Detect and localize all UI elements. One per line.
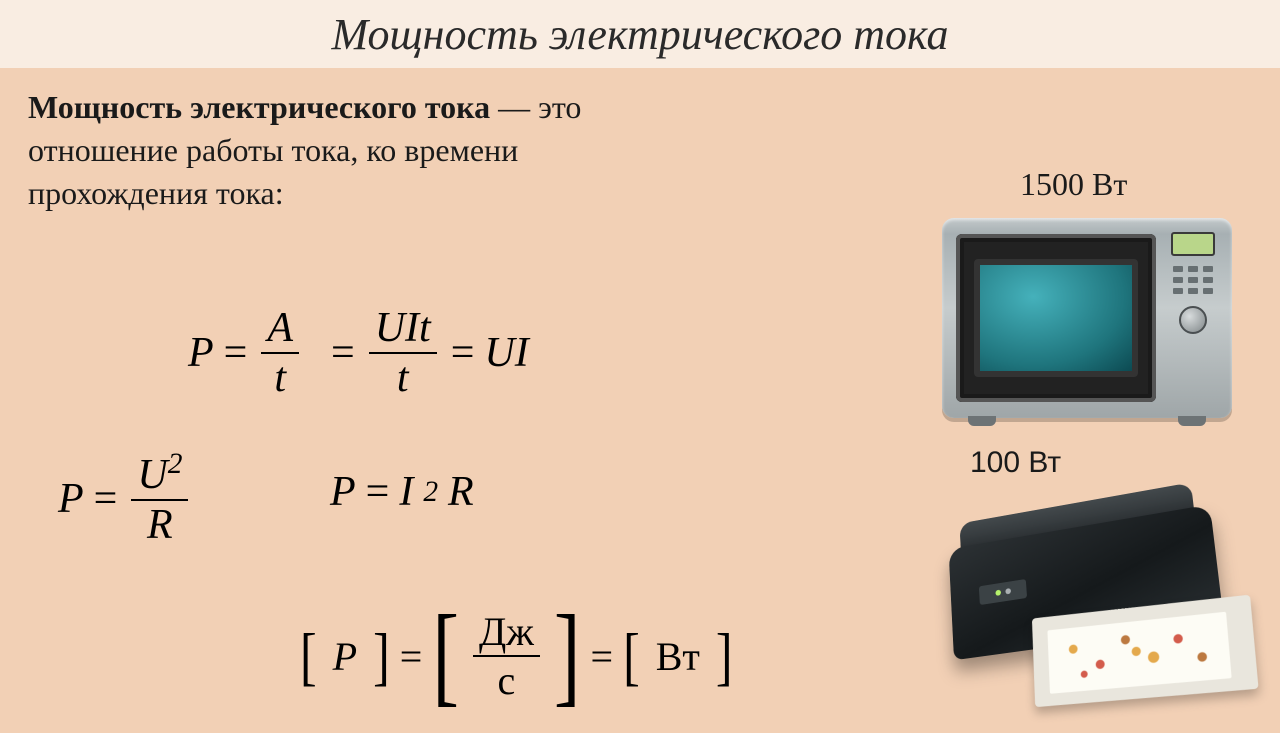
bracket-open: [ — [432, 592, 459, 719]
sym-R: R — [448, 468, 474, 516]
bracket-close: ] — [716, 618, 733, 693]
numerator: A — [261, 304, 299, 354]
formula-i2r: P = I2R — [330, 468, 474, 516]
printer-paper — [1047, 612, 1231, 694]
fraction-U2-over-R: U2 R — [131, 448, 188, 549]
formula-dimensions: [ P ] = [ Дж с ] = [ Вт ] — [300, 608, 733, 704]
sym-P: P — [330, 468, 356, 516]
microwave-door — [956, 234, 1156, 402]
sym-UI: UI — [484, 329, 528, 377]
sup-2: 2 — [168, 448, 183, 480]
sym-P: P — [333, 633, 357, 680]
numerator: Дж — [473, 608, 540, 657]
equals-sign: = — [331, 329, 355, 377]
content-area: Мощность электрического тока — это отнош… — [0, 68, 1280, 720]
sym-I: I — [399, 468, 413, 516]
equals-sign: = — [400, 633, 423, 680]
numerator: U2 — [131, 448, 188, 501]
formula-main: P = A t = UIt t = UI — [188, 304, 529, 402]
denominator: t — [261, 354, 299, 402]
microwave-power-label: 1500 Вт — [1020, 166, 1127, 203]
microwave-window — [974, 259, 1138, 377]
denominator: с — [473, 657, 540, 704]
fraction-A-over-t: A t — [261, 304, 299, 402]
bracket-close: ] — [373, 618, 390, 693]
printer-icon — [938, 465, 1265, 733]
microwave-buttons — [1166, 266, 1220, 294]
microwave-panel — [1166, 232, 1220, 404]
microwave-display — [1171, 232, 1215, 256]
sym-U: U — [137, 452, 167, 498]
microwave-dial — [1179, 306, 1207, 334]
sym-P: P — [188, 329, 214, 377]
equals-sign: = — [94, 475, 118, 523]
bracket-open: [ — [623, 618, 640, 693]
unit-watt: Вт — [656, 633, 700, 680]
sym-P: P — [58, 475, 84, 523]
formula-u2r: P = U2 R — [58, 448, 192, 549]
title-bar: Мощность электрического тока — [0, 0, 1280, 68]
equals-sign: = — [451, 329, 475, 377]
fraction-UIt-over-t: UIt t — [369, 304, 437, 402]
sup-2: 2 — [423, 476, 438, 509]
printer-panel — [979, 579, 1027, 605]
bracket-close: ] — [554, 592, 581, 719]
page-title: Мощность электрического тока — [331, 9, 948, 60]
definition-term: Мощность электрического тока — [28, 89, 490, 125]
fraction-J-over-s: Дж с — [473, 608, 540, 704]
equals-sign: = — [366, 468, 390, 516]
definition-text: Мощность электрического тока — это отнош… — [28, 86, 648, 216]
equals-sign: = — [224, 329, 248, 377]
bracket-open: [ — [300, 618, 317, 693]
denominator: t — [369, 354, 437, 402]
printer-power-label: 100 Вт — [970, 446, 1061, 480]
microwave-icon — [942, 218, 1232, 418]
equals-sign: = — [591, 633, 614, 680]
numerator: UIt — [369, 304, 437, 354]
denominator: R — [131, 501, 188, 549]
